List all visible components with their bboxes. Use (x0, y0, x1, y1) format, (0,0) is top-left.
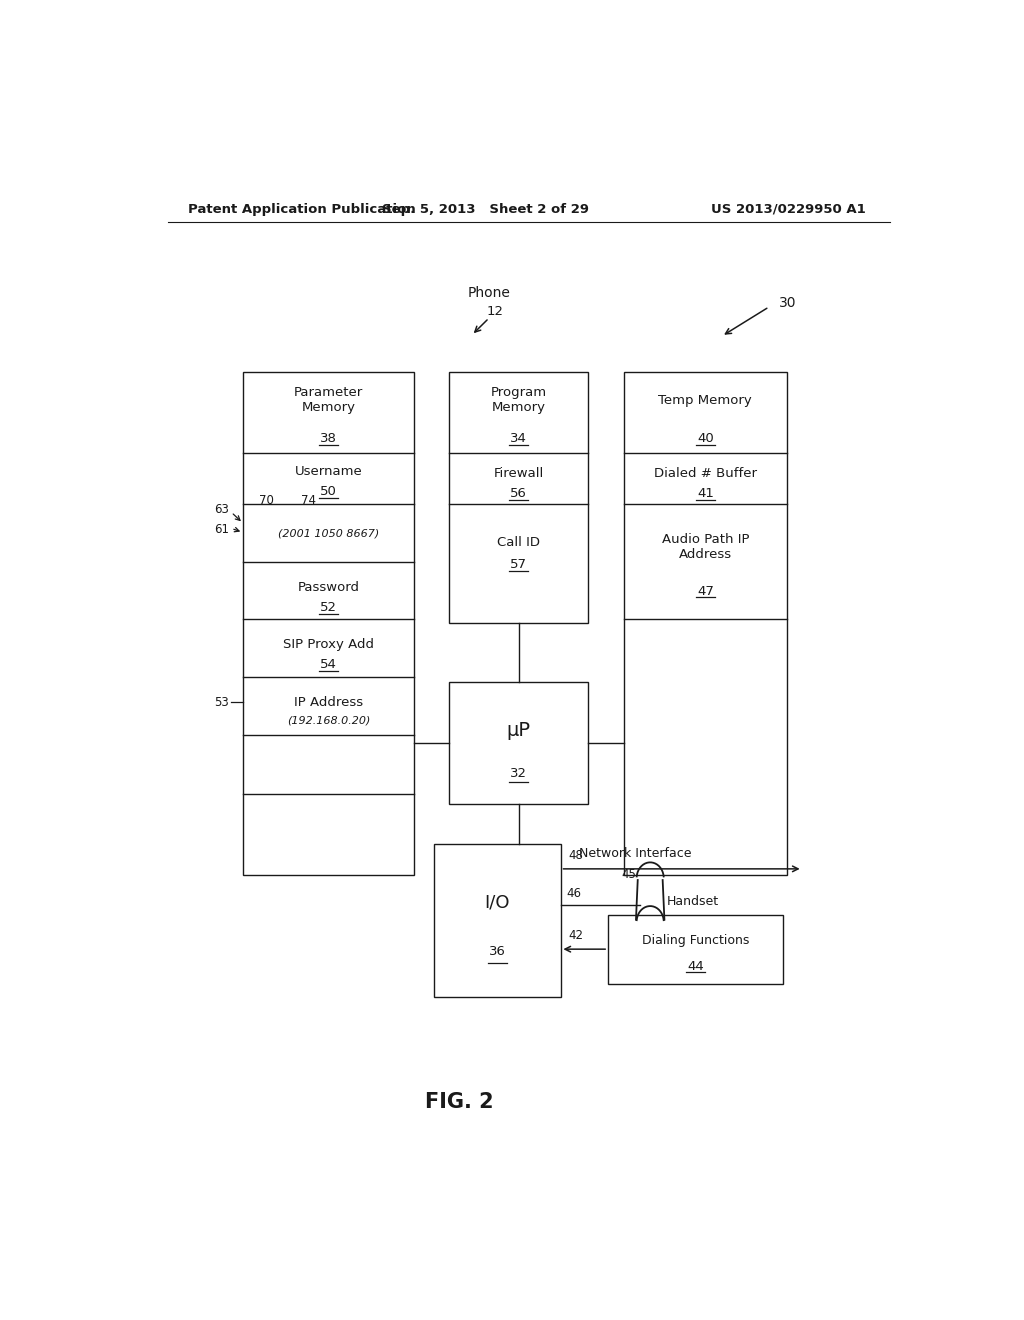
Text: FIG. 2: FIG. 2 (425, 1092, 494, 1111)
Bar (450, 372, 588, 623)
Text: 45: 45 (621, 869, 636, 882)
Text: 74: 74 (301, 495, 315, 507)
Text: 48: 48 (568, 849, 584, 862)
Text: μP: μP (507, 721, 530, 741)
Text: 32: 32 (510, 767, 527, 780)
Text: Program
Memory: Program Memory (490, 387, 547, 414)
Text: 70: 70 (259, 495, 274, 507)
Text: 47: 47 (697, 585, 714, 598)
Text: 34: 34 (510, 433, 527, 445)
Text: Phone: Phone (468, 285, 511, 300)
Text: Call ID: Call ID (498, 536, 541, 549)
Text: 44: 44 (687, 960, 703, 973)
Text: 54: 54 (319, 659, 337, 671)
Text: 57: 57 (510, 558, 527, 572)
Text: 42: 42 (568, 929, 584, 942)
Text: 46: 46 (567, 887, 582, 900)
Text: 50: 50 (319, 486, 337, 498)
Text: 56: 56 (510, 487, 527, 500)
Text: 53: 53 (214, 696, 228, 709)
Text: 12: 12 (486, 305, 503, 318)
Text: Network Interface: Network Interface (579, 847, 691, 861)
Text: Parameter
Memory: Parameter Memory (294, 387, 364, 414)
Text: Patent Application Publication: Patent Application Publication (187, 203, 416, 215)
Bar (624, 372, 786, 875)
Text: 40: 40 (697, 433, 714, 445)
Text: Username: Username (295, 465, 362, 478)
Text: Audio Path IP
Address: Audio Path IP Address (662, 533, 750, 561)
Bar (243, 372, 414, 875)
Text: 30: 30 (778, 296, 797, 310)
Text: I/O: I/O (484, 894, 510, 911)
Text: Firewall: Firewall (494, 467, 544, 480)
Text: 38: 38 (319, 433, 337, 445)
Text: 61: 61 (214, 523, 228, 536)
Text: 63: 63 (214, 503, 228, 516)
Text: 52: 52 (319, 601, 337, 614)
Text: IP Address: IP Address (294, 696, 362, 709)
Text: US 2013/0229950 A1: US 2013/0229950 A1 (712, 203, 866, 215)
Text: 36: 36 (488, 945, 506, 958)
Text: Sep. 5, 2013   Sheet 2 of 29: Sep. 5, 2013 Sheet 2 of 29 (382, 203, 589, 215)
Text: 41: 41 (697, 487, 714, 500)
Text: Dialed # Buffer: Dialed # Buffer (654, 467, 757, 480)
Text: (2001 1050 8667): (2001 1050 8667) (278, 528, 379, 539)
Text: Dialing Functions: Dialing Functions (642, 935, 750, 948)
Text: SIP Proxy Add: SIP Proxy Add (283, 638, 374, 651)
Text: Handset: Handset (667, 895, 719, 908)
Text: (192.168.0.20): (192.168.0.20) (287, 715, 370, 726)
Bar (450, 682, 588, 804)
Text: Password: Password (297, 581, 359, 594)
Bar (433, 845, 560, 997)
Text: Temp Memory: Temp Memory (658, 393, 753, 407)
Bar (608, 915, 782, 983)
